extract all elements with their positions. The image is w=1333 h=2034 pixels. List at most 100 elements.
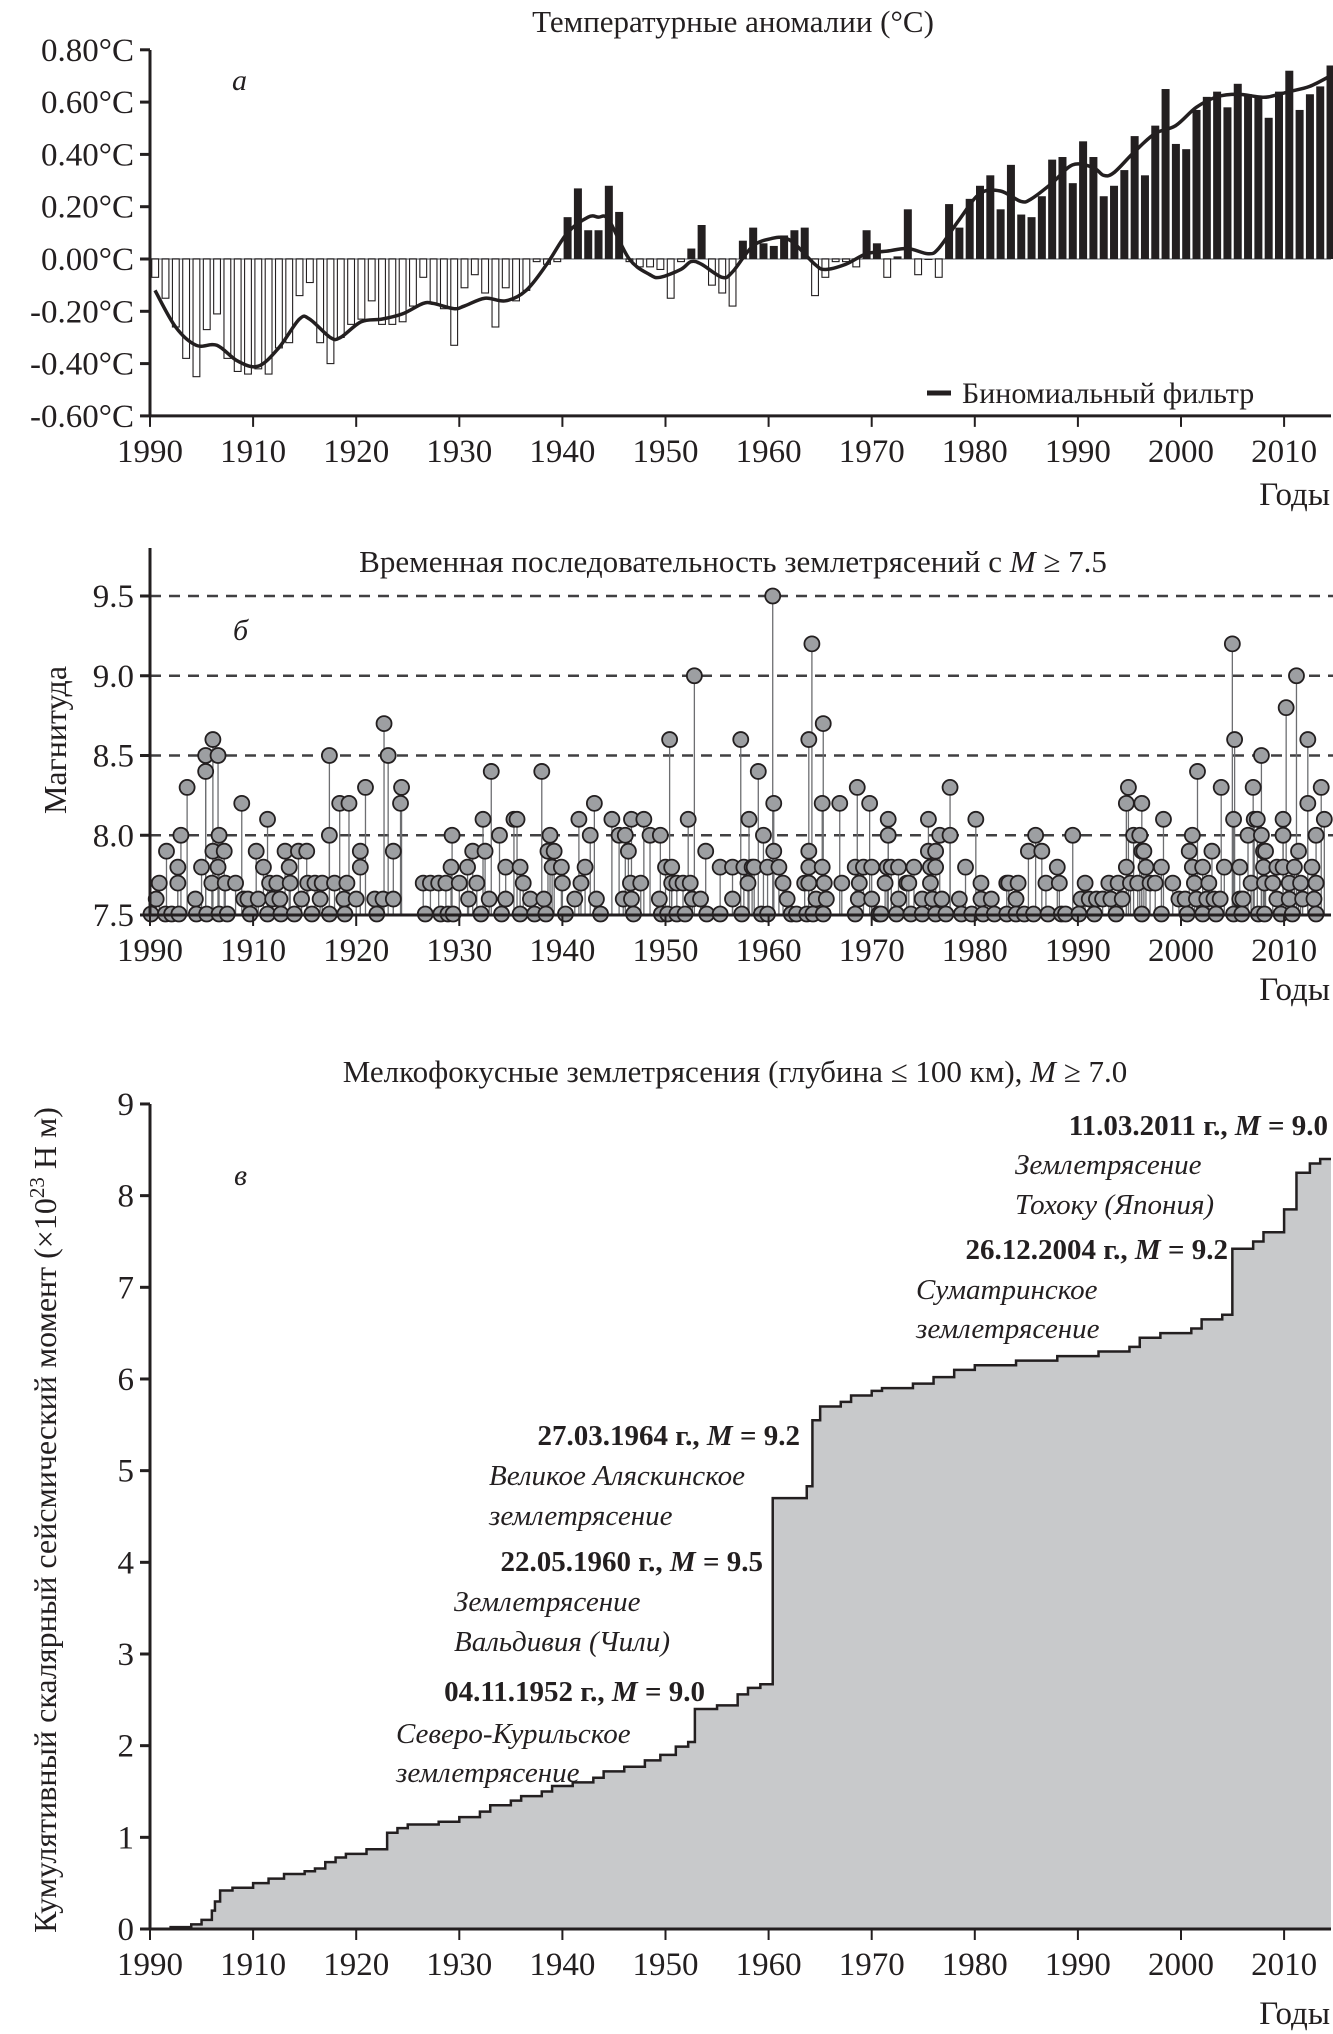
earthquake-marker <box>514 874 532 892</box>
x-tick-label: 2010 <box>1251 1947 1317 1983</box>
bar-negative <box>295 258 304 297</box>
annotation-line2: Тохоку (Япония) <box>1015 1189 1214 1221</box>
annotation-date: 27.03.1964 г., M = 9.2 <box>538 1420 800 1452</box>
earthquake-marker <box>1183 826 1201 844</box>
annotation-valdivia-1960: 22.05.1960 г., M = 9.5 Землетрясение Вал… <box>454 1546 763 1658</box>
x-tick-label: 1970 <box>839 933 905 969</box>
earthquake-marker <box>1048 858 1066 876</box>
annotation-alaska-1964: 27.03.1964 г., M = 9.2 Великое Аляскинск… <box>488 1420 800 1532</box>
bar-negative <box>182 258 191 359</box>
bar-negative <box>264 258 273 375</box>
bar-positive <box>1048 159 1057 259</box>
bar-positive <box>1099 196 1108 259</box>
earthquake-marker <box>233 794 251 812</box>
earthquake-marker <box>468 874 486 892</box>
annotation-line1: Северо-Курильское <box>396 1718 631 1750</box>
bar-negative <box>481 258 490 294</box>
bar-positive <box>1027 217 1036 259</box>
y-tick-label: -0.60°C <box>30 399 134 435</box>
x-tick-label: 1990 <box>117 933 183 969</box>
earthquake-marker <box>271 890 289 908</box>
earthquake-marker <box>482 763 500 780</box>
y-tick-label: 3 <box>118 1637 135 1673</box>
earthquake-marker <box>1312 779 1330 796</box>
earthquake-marker <box>623 890 640 908</box>
earthquake-marker <box>480 890 498 908</box>
bar-positive <box>1151 125 1160 259</box>
bar-positive <box>1006 164 1015 259</box>
earthquake-marker <box>972 874 990 892</box>
earthquake-marker <box>1120 779 1137 796</box>
earthquake-marker <box>1286 858 1303 876</box>
earthquake-marker <box>1033 842 1051 860</box>
annotation-line2: землетрясение <box>395 1757 580 1789</box>
bar-negative <box>398 258 407 323</box>
bar-negative <box>347 258 356 325</box>
earthquake-marker <box>210 826 228 844</box>
bar-negative <box>223 258 232 359</box>
earthquake-marker <box>1290 842 1307 860</box>
x-tick-label: 1940 <box>529 434 595 470</box>
y-tick-label: 6 <box>118 1362 135 1398</box>
earthquake-marker <box>215 842 233 860</box>
bar-negative <box>460 258 469 289</box>
earthquake-marker <box>1215 858 1233 876</box>
earthquake-marker <box>393 779 410 796</box>
earthquake-marker <box>1186 874 1203 892</box>
earthquake-marker <box>375 715 393 732</box>
earthquake-marker <box>357 779 374 796</box>
bar-positive <box>1130 136 1139 259</box>
bar-positive <box>862 230 871 259</box>
earthquake-marker <box>1007 890 1025 908</box>
earthquake-marker <box>247 842 265 860</box>
x-tick-label: 1950 <box>633 434 699 470</box>
earthquake-marker <box>508 810 526 828</box>
earthquake-marker <box>1231 858 1249 876</box>
earthquake-marker <box>255 858 272 876</box>
earthquake-marker <box>460 890 477 908</box>
earthquake-marker <box>197 763 215 780</box>
bar-negative <box>274 258 283 349</box>
earthquake-marker <box>541 826 559 844</box>
bar-negative <box>532 258 541 263</box>
earthquake-marker <box>581 826 599 844</box>
earthquake-marker <box>1299 794 1317 812</box>
earthquake-marker <box>338 874 356 892</box>
earthquake-marker <box>778 890 796 908</box>
panel-b-label: б <box>233 614 249 647</box>
x-tick-label: 1990 <box>117 434 183 470</box>
y-tick-label: 9.5 <box>93 579 134 615</box>
earthquake-marker <box>1225 810 1242 828</box>
bar-positive <box>584 230 593 259</box>
earthquake-marker <box>739 874 757 892</box>
earthquake-marker <box>1155 810 1172 828</box>
bar-positive <box>1316 86 1325 259</box>
y-tick-label: 5 <box>118 1454 135 1490</box>
bar-positive <box>1223 107 1232 259</box>
bar-positive <box>1079 141 1088 259</box>
bar-negative <box>934 258 943 278</box>
earthquake-marker <box>685 667 703 685</box>
annotation-tohoku-2011: 11.03.2011 г., M = 9.0 Землетрясение Тох… <box>1015 1110 1328 1221</box>
annotation-line1: Великое Аляскинское <box>489 1460 745 1492</box>
earthquake-marker <box>1257 842 1274 860</box>
earthquake-marker <box>833 874 851 892</box>
earthquake-marker <box>474 810 492 828</box>
earthquake-marker <box>572 874 590 892</box>
x-tick-label: 1920 <box>323 1947 389 1983</box>
earthquake-marker <box>651 826 669 844</box>
x-tick-label: 1960 <box>736 1947 802 1983</box>
earthquake-marker <box>476 842 494 860</box>
bar-positive <box>1089 157 1098 259</box>
x-tick-label: 1970 <box>839 434 905 470</box>
earthquake-marker <box>459 858 476 876</box>
earthquake-marker <box>172 826 190 844</box>
earthquake-marker <box>876 874 894 892</box>
y-tick-label: 7.5 <box>93 898 134 934</box>
earthquake-marker <box>661 731 679 748</box>
earthquake-marker <box>814 715 832 732</box>
annotation-line1: Землетрясение <box>1015 1149 1202 1181</box>
earthquake-marker <box>863 858 881 876</box>
earthquake-marker <box>384 842 402 860</box>
